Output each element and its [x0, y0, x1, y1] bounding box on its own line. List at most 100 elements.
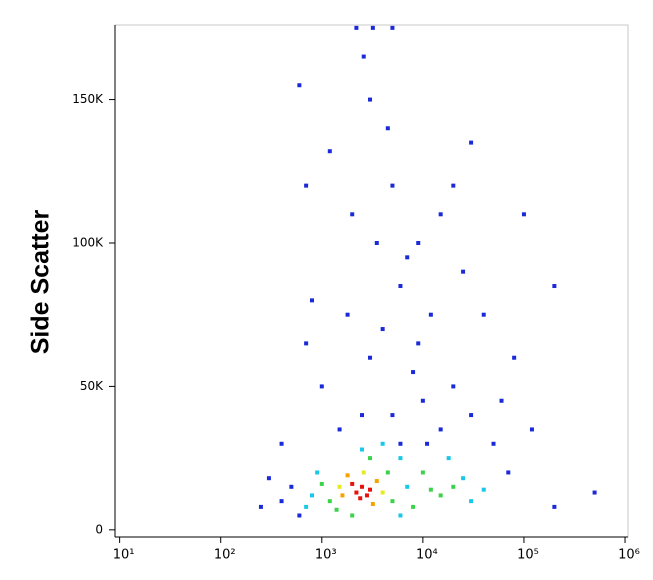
point — [361, 54, 366, 59]
point — [319, 384, 324, 389]
point — [361, 470, 366, 475]
point — [499, 398, 504, 403]
point — [304, 341, 309, 346]
point — [552, 284, 557, 289]
point — [309, 493, 314, 498]
x-tick-label: 10² — [214, 548, 236, 563]
point — [279, 441, 284, 446]
point — [438, 212, 443, 217]
point — [266, 476, 271, 481]
point — [309, 298, 314, 303]
point — [380, 441, 385, 446]
x-tick-label: 10⁵ — [517, 548, 539, 563]
point — [461, 476, 466, 481]
point — [319, 481, 324, 486]
y-tick-label: 0 — [95, 522, 103, 536]
points — [258, 25, 597, 518]
point — [390, 25, 395, 30]
point — [368, 97, 373, 102]
x-tick-label: 10⁴ — [416, 548, 438, 563]
point — [398, 284, 403, 289]
point — [345, 473, 350, 478]
point — [354, 25, 359, 30]
point — [481, 487, 486, 492]
point — [354, 490, 359, 495]
point — [506, 470, 511, 475]
point — [360, 447, 365, 452]
point — [420, 470, 425, 475]
y-tick-label: 100K — [72, 235, 104, 249]
point — [438, 427, 443, 432]
point — [512, 355, 517, 360]
point — [592, 490, 597, 495]
point — [337, 484, 342, 489]
point — [289, 484, 294, 489]
x-tick-label: 10⁶ — [618, 548, 640, 563]
point — [428, 487, 433, 492]
point — [438, 493, 443, 498]
point — [297, 83, 302, 88]
point — [368, 487, 373, 492]
y-tick-label: 50K — [80, 379, 104, 393]
point — [258, 504, 263, 509]
point — [374, 479, 379, 484]
point — [398, 456, 403, 461]
point — [350, 212, 355, 217]
point — [340, 493, 345, 498]
point — [446, 456, 451, 461]
point — [416, 341, 421, 346]
plot-frame — [114, 24, 629, 538]
point — [350, 481, 355, 486]
point — [368, 355, 373, 360]
point — [315, 470, 320, 475]
point — [297, 513, 302, 518]
point — [385, 470, 390, 475]
point — [368, 456, 373, 461]
point — [304, 183, 309, 188]
point — [360, 413, 365, 418]
x-tick-label: 10³ — [315, 548, 337, 563]
point — [481, 312, 486, 317]
point — [425, 441, 430, 446]
point — [552, 504, 557, 509]
point — [529, 427, 534, 432]
point — [420, 398, 425, 403]
point — [358, 496, 363, 501]
y-tick-label: 150K — [72, 92, 104, 106]
point — [451, 183, 456, 188]
point — [390, 499, 395, 504]
point — [350, 513, 355, 518]
point — [411, 504, 416, 509]
point — [385, 126, 390, 131]
point — [469, 140, 474, 145]
point — [451, 384, 456, 389]
point — [390, 413, 395, 418]
y-axis-label: Side Scatter — [27, 209, 55, 354]
point — [327, 149, 332, 154]
point — [327, 499, 332, 504]
point — [390, 183, 395, 188]
point — [304, 504, 309, 509]
point — [451, 484, 456, 489]
point — [374, 240, 379, 245]
point — [364, 493, 369, 498]
point — [279, 499, 284, 504]
point — [461, 269, 466, 274]
x-tick-label: 10¹ — [113, 548, 135, 563]
point — [469, 499, 474, 504]
point — [380, 490, 385, 495]
point — [491, 441, 496, 446]
point — [398, 441, 403, 446]
point — [428, 312, 433, 317]
point — [405, 484, 410, 489]
point — [411, 370, 416, 375]
point — [337, 427, 342, 432]
point — [521, 212, 526, 217]
point — [469, 413, 474, 418]
point — [334, 507, 339, 512]
point — [398, 513, 403, 518]
point — [380, 327, 385, 332]
point — [370, 502, 375, 507]
point — [416, 240, 421, 245]
